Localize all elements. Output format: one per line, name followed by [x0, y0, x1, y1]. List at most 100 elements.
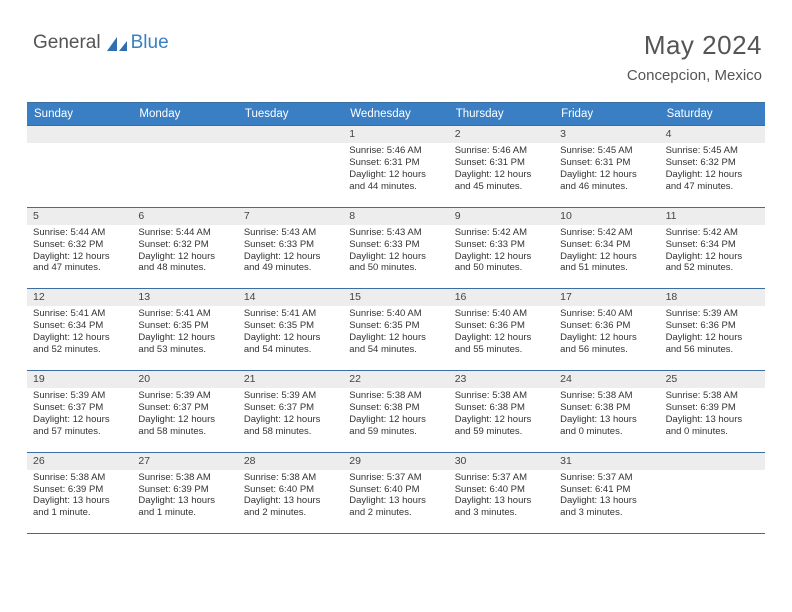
location-label: Concepcion, Mexico: [627, 67, 762, 84]
day-cell: 31Sunrise: 5:37 AMSunset: 6:41 PMDayligh…: [554, 453, 659, 534]
sunset-text: Sunset: 6:40 PM: [244, 484, 337, 496]
day-cell: 3Sunrise: 5:45 AMSunset: 6:31 PMDaylight…: [554, 126, 659, 207]
day-body: Sunrise: 5:38 AMSunset: 6:39 PMDaylight:…: [132, 470, 237, 534]
sunset-text: Sunset: 6:39 PM: [138, 484, 231, 496]
sunset-text: Sunset: 6:35 PM: [244, 320, 337, 332]
daylight-text: Daylight: 12 hours and 58 minutes.: [244, 414, 337, 438]
day-cell: 26Sunrise: 5:38 AMSunset: 6:39 PMDayligh…: [27, 453, 132, 534]
daylight-text: Daylight: 12 hours and 45 minutes.: [455, 169, 548, 193]
sunrise-text: Sunrise: 5:39 AM: [138, 390, 231, 402]
day-number: 9: [449, 208, 554, 225]
day-cell: 7Sunrise: 5:43 AMSunset: 6:33 PMDaylight…: [238, 208, 343, 289]
daylight-text: Daylight: 12 hours and 49 minutes.: [244, 251, 337, 275]
sunset-text: Sunset: 6:34 PM: [666, 239, 759, 251]
sunrise-text: Sunrise: 5:38 AM: [349, 390, 442, 402]
daylight-text: Daylight: 12 hours and 56 minutes.: [666, 332, 759, 356]
daylight-text: Daylight: 12 hours and 52 minutes.: [33, 332, 126, 356]
day-body: Sunrise: 5:38 AMSunset: 6:39 PMDaylight:…: [27, 470, 132, 534]
day-number: 17: [554, 289, 659, 306]
day-number: 15: [343, 289, 448, 306]
weekday-header: Sunday: [27, 103, 132, 125]
sunrise-text: Sunrise: 5:38 AM: [560, 390, 653, 402]
day-number: 18: [660, 289, 765, 306]
sunrise-text: Sunrise: 5:37 AM: [349, 472, 442, 484]
sunset-text: Sunset: 6:33 PM: [244, 239, 337, 251]
day-body: Sunrise: 5:40 AMSunset: 6:35 PMDaylight:…: [343, 306, 448, 370]
day-cell: 17Sunrise: 5:40 AMSunset: 6:36 PMDayligh…: [554, 289, 659, 370]
day-body: Sunrise: 5:38 AMSunset: 6:38 PMDaylight:…: [449, 388, 554, 452]
day-body: Sunrise: 5:42 AMSunset: 6:33 PMDaylight:…: [449, 225, 554, 289]
sunset-text: Sunset: 6:36 PM: [455, 320, 548, 332]
day-cell: 4Sunrise: 5:45 AMSunset: 6:32 PMDaylight…: [660, 126, 765, 207]
sunrise-text: Sunrise: 5:46 AM: [455, 145, 548, 157]
daylight-text: Daylight: 13 hours and 2 minutes.: [244, 495, 337, 519]
sunset-text: Sunset: 6:32 PM: [33, 239, 126, 251]
day-number: 25: [660, 371, 765, 388]
sunset-text: Sunset: 6:38 PM: [349, 402, 442, 414]
day-number: 16: [449, 289, 554, 306]
sunset-text: Sunset: 6:35 PM: [138, 320, 231, 332]
sunrise-text: Sunrise: 5:39 AM: [244, 390, 337, 402]
sunset-text: Sunset: 6:32 PM: [666, 157, 759, 169]
sunset-text: Sunset: 6:34 PM: [33, 320, 126, 332]
sail-icon: [105, 35, 129, 53]
sunrise-text: Sunrise: 5:42 AM: [666, 227, 759, 239]
sunrise-text: Sunrise: 5:45 AM: [666, 145, 759, 157]
day-body: Sunrise: 5:44 AMSunset: 6:32 PMDaylight:…: [27, 225, 132, 289]
daylight-text: Daylight: 12 hours and 53 minutes.: [138, 332, 231, 356]
day-body: Sunrise: 5:37 AMSunset: 6:41 PMDaylight:…: [554, 470, 659, 534]
day-body: Sunrise: 5:39 AMSunset: 6:37 PMDaylight:…: [27, 388, 132, 452]
daylight-text: Daylight: 12 hours and 50 minutes.: [455, 251, 548, 275]
daylight-text: Daylight: 13 hours and 0 minutes.: [666, 414, 759, 438]
day-body: [132, 143, 237, 205]
sunrise-text: Sunrise: 5:38 AM: [666, 390, 759, 402]
brand-part1: General: [33, 32, 101, 54]
daylight-text: Daylight: 13 hours and 1 minute.: [138, 495, 231, 519]
day-body: Sunrise: 5:39 AMSunset: 6:37 PMDaylight:…: [132, 388, 237, 452]
sunset-text: Sunset: 6:36 PM: [666, 320, 759, 332]
daylight-text: Daylight: 12 hours and 51 minutes.: [560, 251, 653, 275]
day-number: 11: [660, 208, 765, 225]
day-number: 22: [343, 371, 448, 388]
day-body: Sunrise: 5:41 AMSunset: 6:34 PMDaylight:…: [27, 306, 132, 370]
day-number: 6: [132, 208, 237, 225]
daylight-text: Daylight: 12 hours and 50 minutes.: [349, 251, 442, 275]
day-cell: 24Sunrise: 5:38 AMSunset: 6:38 PMDayligh…: [554, 371, 659, 452]
day-cell: 6Sunrise: 5:44 AMSunset: 6:32 PMDaylight…: [132, 208, 237, 289]
day-body: Sunrise: 5:37 AMSunset: 6:40 PMDaylight:…: [449, 470, 554, 534]
day-body: Sunrise: 5:40 AMSunset: 6:36 PMDaylight:…: [554, 306, 659, 370]
sunset-text: Sunset: 6:40 PM: [349, 484, 442, 496]
day-cell: 9Sunrise: 5:42 AMSunset: 6:33 PMDaylight…: [449, 208, 554, 289]
day-cell: 14Sunrise: 5:41 AMSunset: 6:35 PMDayligh…: [238, 289, 343, 370]
day-cell: 27Sunrise: 5:38 AMSunset: 6:39 PMDayligh…: [132, 453, 237, 534]
daylight-text: Daylight: 12 hours and 48 minutes.: [138, 251, 231, 275]
day-body: Sunrise: 5:41 AMSunset: 6:35 PMDaylight:…: [132, 306, 237, 370]
day-body: Sunrise: 5:46 AMSunset: 6:31 PMDaylight:…: [343, 143, 448, 207]
sunset-text: Sunset: 6:39 PM: [33, 484, 126, 496]
day-number: 26: [27, 453, 132, 470]
day-cell: 22Sunrise: 5:38 AMSunset: 6:38 PMDayligh…: [343, 371, 448, 452]
day-number: 21: [238, 371, 343, 388]
sunrise-text: Sunrise: 5:39 AM: [666, 308, 759, 320]
week-row: 12Sunrise: 5:41 AMSunset: 6:34 PMDayligh…: [27, 289, 765, 371]
sunset-text: Sunset: 6:35 PM: [349, 320, 442, 332]
day-cell: 20Sunrise: 5:39 AMSunset: 6:37 PMDayligh…: [132, 371, 237, 452]
day-number: [132, 126, 237, 143]
weekday-header-row: SundayMondayTuesdayWednesdayThursdayFrid…: [27, 102, 765, 126]
day-body: Sunrise: 5:38 AMSunset: 6:38 PMDaylight:…: [343, 388, 448, 452]
sunrise-text: Sunrise: 5:40 AM: [560, 308, 653, 320]
sunset-text: Sunset: 6:41 PM: [560, 484, 653, 496]
day-cell: 5Sunrise: 5:44 AMSunset: 6:32 PMDaylight…: [27, 208, 132, 289]
sunset-text: Sunset: 6:31 PM: [349, 157, 442, 169]
daylight-text: Daylight: 12 hours and 59 minutes.: [349, 414, 442, 438]
weekday-header: Wednesday: [343, 103, 448, 125]
day-cell: 21Sunrise: 5:39 AMSunset: 6:37 PMDayligh…: [238, 371, 343, 452]
daylight-text: Daylight: 12 hours and 54 minutes.: [349, 332, 442, 356]
day-cell: 25Sunrise: 5:38 AMSunset: 6:39 PMDayligh…: [660, 371, 765, 452]
day-body: Sunrise: 5:37 AMSunset: 6:40 PMDaylight:…: [343, 470, 448, 534]
day-number: 24: [554, 371, 659, 388]
day-number: 12: [27, 289, 132, 306]
day-cell: 10Sunrise: 5:42 AMSunset: 6:34 PMDayligh…: [554, 208, 659, 289]
brand-logo: General Blue: [33, 32, 169, 54]
day-cell: 19Sunrise: 5:39 AMSunset: 6:37 PMDayligh…: [27, 371, 132, 452]
